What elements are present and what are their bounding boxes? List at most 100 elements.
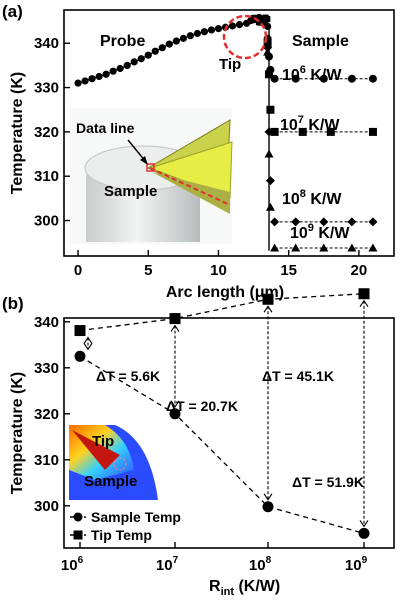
legend-sample-marker xyxy=(73,512,83,522)
resistance-label-exponent: 8 xyxy=(300,188,306,200)
resistance-label-exponent: 9 xyxy=(308,222,314,234)
panel-a-x-tick-label: 20 xyxy=(351,262,368,279)
series-drop-point xyxy=(264,149,274,158)
probe-profile-point xyxy=(193,29,202,38)
panel-b-inset: Tip Sample xyxy=(69,425,158,500)
probe-profile-point xyxy=(235,21,244,29)
resistance-label-base: 10 xyxy=(282,67,300,84)
panel-b-y-tick-label: 320 xyxy=(34,406,59,423)
resistance-label-exponent: 7 xyxy=(298,114,304,126)
probe-profile-point xyxy=(214,25,223,33)
probe-profile-point xyxy=(207,26,216,34)
inset-b-tip-label: Tip xyxy=(92,433,114,450)
delta-arrow-head-bottom xyxy=(359,520,369,528)
panel-a-inset: Data line Sample xyxy=(70,108,233,244)
series-tail-point xyxy=(319,217,329,227)
delta-arrow-head-top xyxy=(359,299,369,308)
tip-temp-point xyxy=(262,293,274,305)
x-tick-base: 10 xyxy=(345,557,362,574)
panel-b-x-tick-label: 108 xyxy=(249,555,272,574)
inset-b-tip-hotspot xyxy=(72,430,120,470)
series-tail-point xyxy=(270,127,279,136)
inset-b-sample-label: Sample xyxy=(84,473,137,490)
delta-arrow-head-bottom xyxy=(170,400,180,408)
series-tail-point xyxy=(291,74,300,83)
tip-cluster-point xyxy=(264,16,271,23)
series-tail-point xyxy=(270,243,280,252)
probe-profile-point xyxy=(200,28,209,36)
series-drop-point xyxy=(263,47,273,56)
probe-profile-point xyxy=(88,75,96,83)
panel-a-y-label: Temperature (K) xyxy=(9,72,26,194)
panel-b-plot-frame xyxy=(63,317,395,549)
probe-profile-point xyxy=(130,58,138,66)
tip-highlight-circle xyxy=(222,14,268,60)
inset-a-sample-label: Sample xyxy=(104,183,157,200)
series-tail-point xyxy=(319,74,328,83)
x-tick-base: 10 xyxy=(249,557,266,574)
probe-profile-point xyxy=(179,34,187,42)
sample-temp-point xyxy=(262,501,274,513)
series-tail-point xyxy=(368,74,377,83)
delta-arrow-head-bottom xyxy=(83,342,93,351)
resistance-label-unit: K/W xyxy=(306,191,342,208)
series-tail-point xyxy=(347,243,357,252)
legend-tip-marker xyxy=(73,530,83,540)
tip-temp-line xyxy=(79,293,365,332)
delta-arrow-head-top xyxy=(83,336,93,344)
series-tail-point xyxy=(347,74,356,83)
delta-arrow-head-top xyxy=(170,324,180,332)
inset-a-probe-arm xyxy=(152,172,230,214)
panel-a-axes: 0 5 10 15 20 300 310 320 330 340 xyxy=(34,35,367,279)
series-tail-point xyxy=(368,243,378,252)
resistance-label-exponent: 6 xyxy=(300,64,306,76)
resistance-label-unit: K/W xyxy=(314,225,350,242)
series-drop-point xyxy=(265,202,275,211)
series-drop-point xyxy=(265,176,275,186)
series-tail-point xyxy=(368,217,378,227)
probe-profile-point xyxy=(123,61,131,70)
probe-profile-point xyxy=(158,44,166,52)
panel-a-y-tick-label: 340 xyxy=(34,35,59,52)
panel-a-label: (a) xyxy=(2,2,23,21)
panel-a-x-tick-label: 15 xyxy=(280,262,297,279)
series-drop-point xyxy=(265,70,274,79)
inset-a-sample-cylinder xyxy=(86,175,200,242)
sample-temp-line xyxy=(79,355,365,535)
series-tail-point xyxy=(326,127,335,136)
tip-temp-point xyxy=(74,325,86,337)
probe-profile-point xyxy=(137,55,145,63)
panel-a-y-tick-label: 310 xyxy=(34,168,59,185)
probe-profile-point xyxy=(172,37,180,45)
resistance-label-unit: K/W xyxy=(306,67,342,84)
probe-profile-point xyxy=(81,77,89,85)
x-tick-exponent: 9 xyxy=(362,555,368,566)
panel-a-x-tick-label: 10 xyxy=(210,262,227,279)
panel-a-plot-frame xyxy=(63,9,395,257)
sample-temp-point xyxy=(74,350,86,362)
x-tick-exponent: 6 xyxy=(78,555,84,566)
probe-profile-point xyxy=(186,32,194,40)
probe-profile-point xyxy=(151,47,159,55)
series-tail-point xyxy=(368,127,377,136)
sample-temp-point xyxy=(358,527,370,539)
x-tick-exponent: 7 xyxy=(173,555,179,566)
inset-a-data-line xyxy=(149,167,231,206)
delta-arrow-head-bottom xyxy=(263,493,273,501)
resistance-label-base: 10 xyxy=(282,191,300,208)
delta-label: ΔT = 5.6K xyxy=(96,368,160,384)
tip-label: Tip xyxy=(219,56,241,73)
resistance-label-unit: K/W xyxy=(304,117,340,134)
probe-profile-point xyxy=(95,72,103,81)
probe-label: Probe xyxy=(100,33,145,50)
resistance-label-base: 10 xyxy=(280,117,298,134)
panel-b-y-label: Temperature (K) xyxy=(9,372,26,494)
delta-label: ΔT = 20.7K xyxy=(166,398,238,414)
panel-a-x-tick-label: 0 xyxy=(74,262,82,279)
probe-profile-point xyxy=(102,70,110,78)
legend-sample-text: Sample Temp xyxy=(91,509,181,525)
series-tail-point xyxy=(298,127,307,136)
probe-profile-point xyxy=(165,40,173,48)
